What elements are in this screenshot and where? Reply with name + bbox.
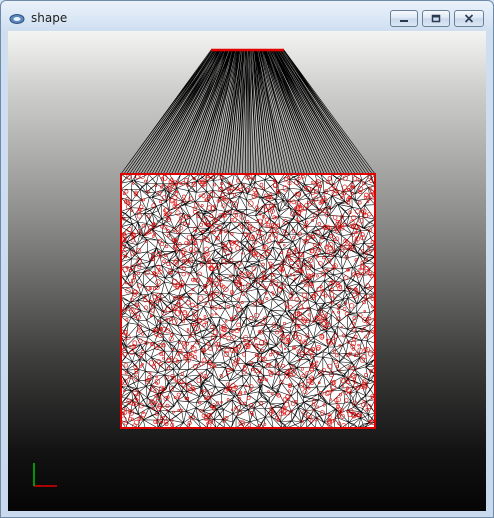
fan-line-bundle (120, 49, 376, 175)
minimize-icon (399, 15, 409, 23)
node-marker-cloud (121, 173, 376, 429)
mesh-fan-lines (120, 49, 376, 175)
restore-icon (431, 14, 441, 23)
mesh-node-markers (121, 173, 376, 429)
axis-triad (33, 463, 57, 487)
minimize-button[interactable] (390, 10, 418, 27)
app-icon (9, 10, 25, 24)
close-icon (464, 14, 474, 23)
maximize-button[interactable] (422, 10, 450, 27)
title-bar[interactable]: shape (1, 1, 493, 31)
3d-viewport[interactable] (8, 31, 486, 511)
window-title: shape (31, 11, 68, 25)
close-button[interactable] (454, 10, 484, 27)
square-boundary (120, 173, 376, 429)
mesh-scene (33, 48, 376, 487)
